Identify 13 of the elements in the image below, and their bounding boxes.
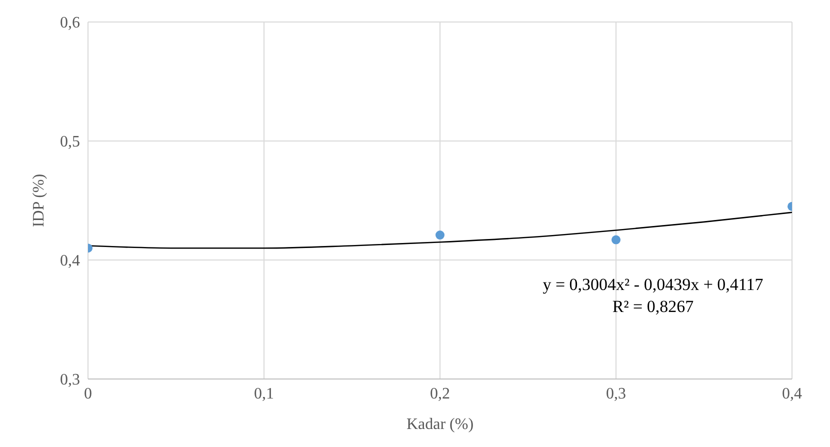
y-tick-label: 0,4 <box>60 252 80 270</box>
x-axis-title: Kadar (%) <box>406 416 474 433</box>
y-tick-label: 0,3 <box>60 372 80 389</box>
annotation: y = 0,3004x² - 0,0439x + 0,4117 <box>542 274 764 296</box>
x-tick-label: 0,4 <box>782 385 802 402</box>
x-tick-label: 0 <box>84 385 92 402</box>
x-tick-label: 0,3 <box>606 385 626 402</box>
x-tick-label: 0,2 <box>430 385 450 402</box>
y-axis-title: IDP (%) <box>30 174 48 228</box>
y-tick-label: 0,6 <box>60 14 80 32</box>
annotation: R² = 0,8267 <box>611 296 695 318</box>
x-tick-label: 0,1 <box>254 385 274 402</box>
y-tick-label: 0,5 <box>60 134 80 151</box>
